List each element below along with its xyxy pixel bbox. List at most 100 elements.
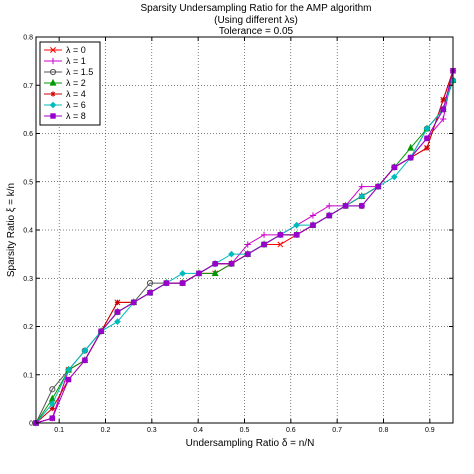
data-point [65, 376, 72, 383]
x-axis-label: Undersampling Ratio δ = n/N [186, 438, 315, 449]
y-tick-label: 0.3 [23, 276, 33, 283]
x-tick-label: 0.7 [332, 427, 342, 434]
y-tick-label: 0.4 [23, 228, 33, 235]
legend-label: λ = 1 [66, 56, 86, 66]
y-tick-label: 0.7 [23, 83, 33, 90]
data-point [342, 203, 349, 209]
data-point [147, 290, 153, 296]
legend-label: λ = 4 [66, 89, 86, 99]
data-point [82, 357, 88, 363]
data-point [131, 299, 137, 306]
data-point [293, 221, 300, 229]
legend-swatch-marker [49, 68, 57, 76]
legend-item: λ = 1 [44, 56, 86, 66]
data-point [114, 299, 121, 305]
data-point [244, 241, 251, 248]
x-tick-label: 0.2 [101, 427, 111, 434]
data-point [163, 280, 170, 286]
legend-label: λ = 0 [66, 45, 86, 55]
data-point [212, 261, 218, 267]
data-point [359, 203, 365, 209]
data-point [440, 97, 446, 103]
data-point [65, 366, 72, 374]
x-tick-label: 0.3 [147, 427, 157, 434]
legend-swatch-marker [50, 91, 56, 97]
legend-item: λ = 4 [44, 89, 86, 99]
legend: λ = 0λ = 1λ = 1.5λ = 2λ = 4λ = 6λ = 8 [39, 41, 101, 126]
data-point [277, 241, 284, 248]
data-point [114, 309, 121, 315]
legend-item: λ = 1.5 [44, 67, 93, 77]
legend-swatch-marker [50, 113, 56, 119]
legend-item: λ = 2 [44, 78, 86, 88]
data-point [309, 212, 317, 219]
data-point [260, 231, 268, 238]
y-tick-label: 0 [29, 421, 33, 428]
y-axis-label: Sparsity Ratio ξ = k/n [6, 183, 17, 277]
ticks: 0.1 0.2 0.3 0.4 0.5 0.6 0.7 0.8 0.9 0 0.1 0.2 0.3 0.4… [23, 35, 453, 434]
data-point [228, 250, 235, 258]
data-point [49, 415, 56, 421]
data-point [293, 232, 300, 238]
legend-label: λ = 1.5 [66, 67, 93, 77]
data-point [261, 241, 267, 248]
data-point [424, 135, 430, 142]
data-point [114, 318, 121, 325]
chart-title-line-1: Sparsity Undersampling Ratio for the AMP… [140, 3, 371, 14]
x-tick-label: 0.5 [240, 427, 250, 434]
legend-label: λ = 2 [66, 78, 86, 88]
legend-swatch-marker [49, 57, 57, 65]
data-point [179, 280, 186, 286]
series-line [35, 80, 454, 424]
data-point [81, 347, 89, 354]
x-tick-label: 0.4 [193, 427, 203, 434]
data-point [391, 164, 398, 170]
chart-title-line-3: Tolerance = 0.05 [219, 26, 294, 37]
legend-swatch-marker [49, 101, 57, 109]
data-point [245, 251, 251, 257]
data-point [423, 125, 431, 132]
series-group [32, 67, 457, 427]
y-tick-label: 0.6 [23, 131, 33, 138]
x-tick-label: 0.9 [425, 427, 435, 434]
y-tick-label: 0.1 [23, 372, 33, 379]
data-point [98, 328, 104, 335]
data-point [49, 405, 55, 412]
data-point [391, 173, 398, 181]
data-point [326, 212, 332, 219]
data-point [326, 202, 333, 209]
data-point [407, 143, 415, 151]
data-point [440, 115, 447, 123]
legend-label: λ = 6 [66, 100, 86, 110]
data-point [310, 222, 316, 228]
y-tick-label: 0.8 [23, 35, 33, 42]
x-tick-label: 0.6 [286, 427, 296, 434]
data-point [211, 269, 219, 277]
data-point [407, 154, 414, 161]
y-tick-label: 0.5 [23, 179, 33, 186]
legend-item: λ = 6 [44, 100, 86, 110]
data-point [440, 106, 446, 113]
series-line [35, 80, 454, 424]
data-point [179, 270, 186, 277]
data-point [375, 183, 381, 190]
legend-label: λ = 8 [66, 111, 86, 121]
y-tick-label: 0.2 [23, 324, 33, 331]
data-point [424, 145, 430, 151]
x-tick-label: 0.8 [379, 427, 389, 434]
legend-item: λ = 0 [44, 45, 86, 55]
data-point [358, 183, 365, 190]
legend-swatch-marker [49, 78, 57, 86]
data-point [49, 400, 56, 408]
series-3 [32, 76, 457, 426]
series-line [35, 80, 454, 424]
data-point [196, 270, 202, 277]
chart-title-line-2: (Using different λs) [214, 15, 298, 26]
x-tick-label: 0.1 [54, 427, 64, 434]
data-point [277, 232, 284, 238]
legend-item: λ = 8 [44, 111, 86, 121]
data-point [49, 386, 56, 393]
data-point [358, 192, 366, 200]
legend-swatch-marker [50, 47, 56, 53]
